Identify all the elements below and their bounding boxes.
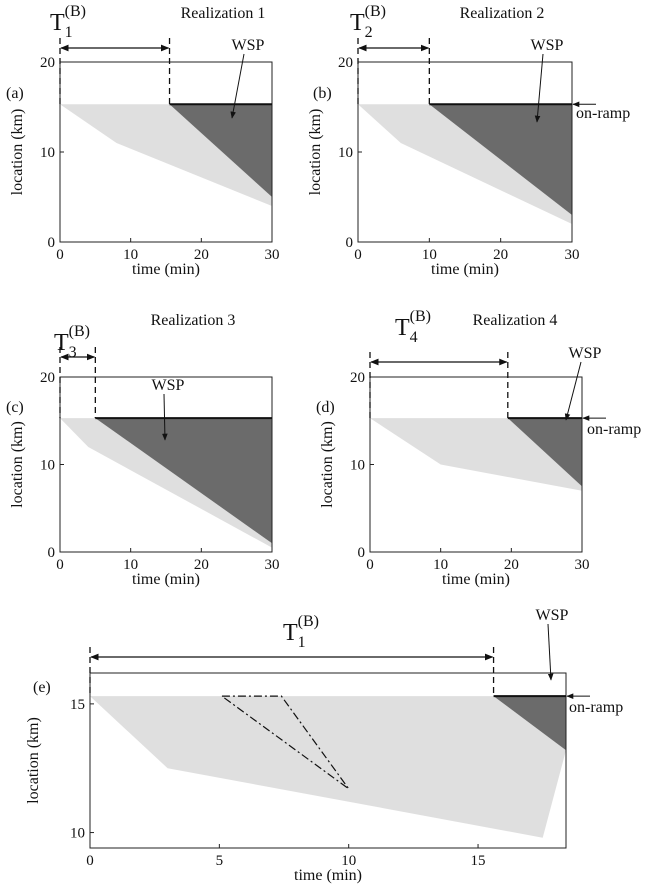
wsp-arrow: [230, 53, 245, 119]
x-axis-label: time (min): [431, 261, 499, 278]
x-axis-label: time (min): [132, 571, 200, 588]
panel-title: Realization 4: [473, 312, 558, 329]
breakdown-label: T1 (B): [50, 3, 86, 41]
y-tick-label: 10: [70, 826, 85, 842]
wsp-region: [169, 104, 272, 197]
panel-title: Realization 3: [151, 312, 236, 329]
wsp-label: WSP: [232, 37, 265, 54]
breakdown-superscript: (B): [69, 323, 90, 340]
x-tick-label: 30: [265, 557, 280, 573]
x-tick-label: 20: [194, 557, 209, 573]
wsp-arrow: [564, 361, 582, 421]
free-flow-region: [90, 696, 566, 838]
y-tick-label: 0: [48, 545, 56, 561]
y-tick-label: 10: [40, 458, 55, 474]
breakdown-symbol: T: [395, 315, 410, 341]
onramp-label: on-ramp: [576, 105, 630, 122]
y-axis-label: location (km): [307, 109, 324, 196]
wsp-region: [493, 696, 566, 751]
y-axis-label: location (km): [319, 421, 336, 508]
panel-label: (c): [6, 399, 24, 416]
wsp-label: WSP: [152, 377, 185, 394]
free-flow-region: [60, 104, 272, 206]
x-tick-label: 0: [366, 557, 374, 573]
x-tick-label: 10: [422, 247, 437, 263]
x-tick-label: 20: [493, 247, 508, 263]
panel-label: (e): [33, 679, 51, 696]
panel-label: (b): [313, 85, 332, 102]
breakdown-superscript: (B): [65, 3, 86, 20]
x-tick-label: 10: [433, 557, 448, 573]
y-axis-label: location (km): [9, 109, 26, 196]
wsp-region: [507, 418, 582, 487]
y-tick-label: 0: [48, 235, 56, 251]
wsp-arrow: [162, 393, 168, 441]
x-tick-label: 20: [194, 247, 209, 263]
y-tick-label: 15: [70, 697, 85, 713]
x-tick-label: 30: [575, 557, 590, 573]
wsp-region: [429, 104, 572, 215]
wsp-region: [95, 418, 272, 544]
free-flow-region: [358, 104, 572, 224]
panel-title: Realization 1: [181, 5, 266, 22]
breakdown-symbol: T: [350, 10, 365, 36]
breakdown-symbol: T: [54, 330, 69, 356]
y-axis-label: location (km): [25, 717, 42, 804]
breakdown-symbol: T: [283, 620, 298, 646]
breakdown-superscript: (B): [410, 308, 431, 325]
onramp-label: on-ramp: [569, 699, 623, 716]
x-tick-label: 10: [341, 853, 356, 869]
x-tick-label: 10: [123, 247, 138, 263]
wsp-arrow: [534, 53, 544, 123]
panel-label: (d): [316, 399, 335, 416]
x-tick-label: 30: [565, 247, 580, 263]
panel-title: Realization 2: [460, 5, 545, 22]
x-axis-label: time (min): [442, 571, 510, 588]
y-tick-label: 20: [40, 55, 55, 71]
breakdown-subscript: 4: [410, 329, 418, 346]
y-tick-label: 10: [338, 145, 353, 161]
breakdown-superscript: (B): [365, 3, 386, 20]
breakdown-subscript: 3: [69, 344, 77, 361]
y-tick-label: 20: [350, 370, 365, 386]
y-tick-label: 10: [40, 145, 55, 161]
breakdown-subscript: 1: [65, 24, 73, 41]
breakdown-subscript: 2: [365, 24, 373, 41]
breakdown-label: T3 (B): [54, 323, 90, 361]
breakdown-label: T4 (B): [395, 308, 431, 346]
x-tick-label: 15: [471, 853, 486, 869]
breakdown-subscript: 1: [298, 634, 306, 651]
x-tick-label: 0: [86, 853, 94, 869]
x-tick-label: 30: [265, 247, 280, 263]
free-flow-region: [370, 418, 582, 491]
free-flow-region: [60, 418, 272, 548]
wsp-label: WSP: [531, 37, 564, 54]
y-tick-label: 0: [346, 235, 354, 251]
y-tick-label: 0: [358, 545, 366, 561]
breakdown-symbol: T: [50, 10, 65, 36]
outline: [220, 695, 350, 790]
y-tick-label: 20: [338, 55, 353, 71]
x-tick-label: 20: [504, 557, 519, 573]
y-axis-label: location (km): [9, 421, 26, 508]
x-tick-label: 5: [216, 853, 224, 869]
x-tick-label: 0: [56, 247, 64, 263]
wsp-arrow: [547, 623, 554, 681]
x-axis-label: time (min): [294, 867, 362, 884]
wsp-label: WSP: [569, 345, 602, 362]
y-tick-label: 20: [40, 370, 55, 386]
onramp-label: on-ramp: [587, 421, 641, 438]
breakdown-label: T2 (B): [350, 3, 386, 41]
plot-frame: [89, 672, 567, 849]
x-tick-label: 0: [56, 557, 64, 573]
wsp-label: WSP: [536, 607, 569, 624]
x-tick-label: 0: [354, 247, 362, 263]
y-tick-label: 10: [350, 458, 365, 474]
x-axis-label: time (min): [132, 261, 200, 278]
breakdown-label: T1 (B): [283, 613, 319, 651]
x-tick-label: 10: [123, 557, 138, 573]
panel-label: (a): [6, 85, 24, 102]
breakdown-superscript: (B): [298, 613, 319, 630]
